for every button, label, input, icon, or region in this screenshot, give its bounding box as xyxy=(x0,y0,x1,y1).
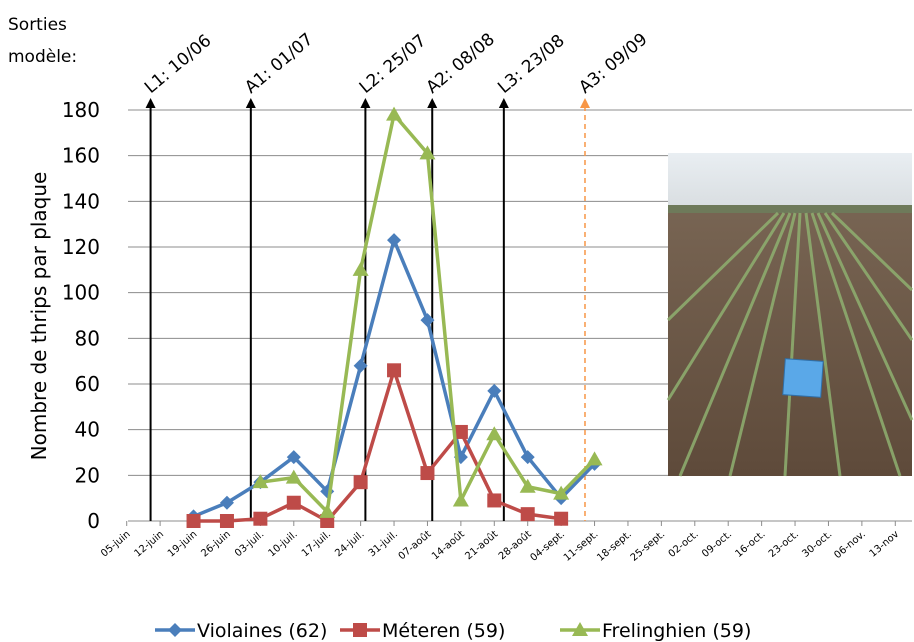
marker xyxy=(253,511,268,526)
marker xyxy=(420,466,435,481)
x-tick-label: 30-oct. xyxy=(800,529,834,560)
event-label: A2: 08/08 xyxy=(423,29,499,97)
y-axis-label: Nombre de thrips par plaque xyxy=(27,172,51,461)
x-tick-label: 03-juil. xyxy=(233,529,266,559)
event-arrow xyxy=(245,98,256,108)
marker xyxy=(219,495,234,510)
y-tick-label: 0 xyxy=(87,509,100,533)
x-tick-label: 26-juin xyxy=(199,529,233,560)
marker xyxy=(353,623,367,637)
marker xyxy=(572,622,588,636)
marker xyxy=(186,514,201,528)
legend-label: Méteren (59) xyxy=(382,620,505,642)
x-tick-label: 24-juil. xyxy=(333,529,366,559)
marker xyxy=(286,450,301,465)
marker xyxy=(452,492,469,507)
marker xyxy=(419,145,436,160)
marker xyxy=(387,363,402,378)
x-tick-label: 12-juin xyxy=(132,529,166,560)
marker xyxy=(586,451,603,466)
legend-label: Frelinghien (59) xyxy=(602,620,751,642)
marker xyxy=(219,514,234,528)
x-tick-label: 17-juil. xyxy=(300,529,333,559)
x-tick-label: 04-sept. xyxy=(528,529,567,564)
x-tick-label: 19-juin xyxy=(166,529,200,560)
marker xyxy=(319,503,336,518)
marker xyxy=(168,623,182,637)
annotation: modèle: xyxy=(8,47,77,67)
event-label: A3: 09/09 xyxy=(575,29,651,97)
marker xyxy=(352,261,369,276)
marker xyxy=(387,233,402,248)
event-label: L2: 25/07 xyxy=(356,31,430,98)
event-arrow xyxy=(145,98,156,108)
marker xyxy=(386,106,403,121)
y-tick-label: 20 xyxy=(75,463,100,487)
x-tick-label: 25-sept. xyxy=(629,529,668,564)
event-label: A1: 01/07 xyxy=(241,29,317,97)
y-tick-label: 40 xyxy=(75,418,100,442)
y-tick-label: 80 xyxy=(75,326,100,350)
x-tick-label: 21-août xyxy=(463,528,501,562)
marker xyxy=(553,485,570,500)
marker xyxy=(487,383,502,398)
series-line xyxy=(193,368,562,523)
x-tick-label: 13-nov xyxy=(868,529,902,560)
x-tick-label: 14-août xyxy=(429,528,467,562)
y-tick-label: 100 xyxy=(62,281,100,305)
marker xyxy=(453,424,468,439)
event-arrow xyxy=(579,98,590,108)
event-label: L3: 23/08 xyxy=(494,31,568,98)
x-tick-label: 31-juil. xyxy=(367,529,400,559)
x-tick-label: 18-sept. xyxy=(595,529,634,564)
marker xyxy=(353,475,368,490)
y-tick-label: 180 xyxy=(62,98,100,122)
field-photo xyxy=(666,153,914,477)
event-arrow xyxy=(427,98,438,108)
event-label: L1: 10/06 xyxy=(141,31,215,98)
marker xyxy=(520,450,535,465)
marker xyxy=(519,478,536,493)
x-tick-label: 02-oct. xyxy=(667,529,701,560)
x-tick-label: 11-sept. xyxy=(562,529,601,564)
marker xyxy=(286,495,301,510)
event-arrow xyxy=(360,98,371,108)
y-tick-label: 140 xyxy=(62,189,100,213)
marker xyxy=(520,507,535,522)
x-tick-label: 06-nov. xyxy=(832,529,867,561)
y-tick-label: 160 xyxy=(62,144,100,168)
x-tick-label: 23-oct. xyxy=(767,529,801,560)
x-tick-label: 10-juil. xyxy=(266,529,299,559)
marker xyxy=(285,469,302,484)
y-tick-label: 60 xyxy=(75,372,100,396)
event-arrow xyxy=(498,98,509,108)
y-tick-label: 120 xyxy=(62,235,100,259)
legend-label: Violaines (62) xyxy=(197,620,327,642)
marker xyxy=(353,358,368,373)
x-tick-label: 05-juin xyxy=(99,529,133,560)
x-tick-label: 09-oct. xyxy=(700,529,734,560)
marker xyxy=(554,511,569,526)
annotation: Sorties xyxy=(8,15,67,35)
marker xyxy=(420,313,435,328)
marker xyxy=(486,426,503,441)
x-tick-label: 16-oct. xyxy=(733,529,767,560)
marker xyxy=(252,474,269,489)
marker xyxy=(487,493,502,508)
x-tick-label: 28-août xyxy=(496,528,534,562)
x-tick-label: 07-août xyxy=(396,528,434,562)
